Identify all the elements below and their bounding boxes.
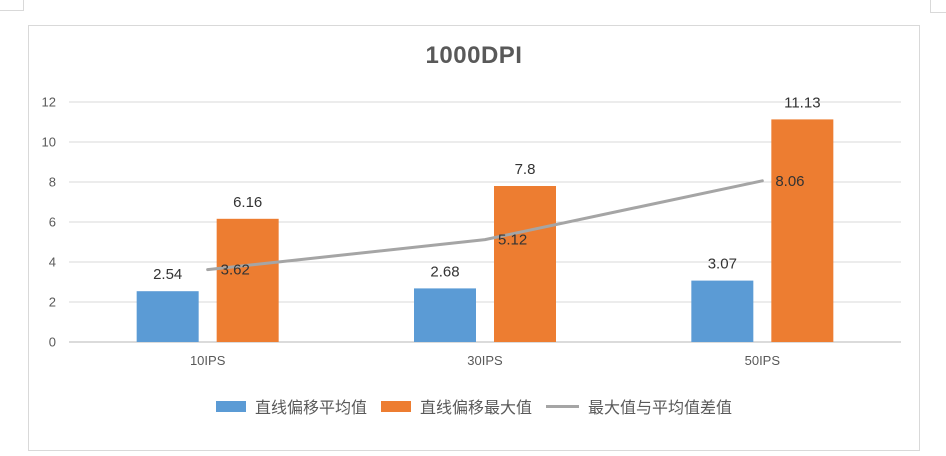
spreadsheet-gridline-fragment-top-right <box>930 0 946 13</box>
legend-item-max: 直线偏移最大值 <box>380 394 532 418</box>
legend-swatch-difference <box>546 404 579 408</box>
difference-line <box>206 179 764 272</box>
bar-data-label: 6.16 <box>233 194 262 211</box>
bar-data-label: 11.13 <box>784 94 820 111</box>
line-data-label: 3.62 <box>221 262 250 279</box>
legend-item-average: 直线偏移平均值 <box>215 394 367 418</box>
x-tick-label: 10IPS <box>190 353 226 368</box>
legend: 直线偏移平均值 直线偏移最大值 最大值与平均值差值 <box>29 394 919 418</box>
legend-swatch-average <box>215 400 246 412</box>
line-data-label: 5.12 <box>498 232 527 249</box>
y-tick-label: 0 <box>49 335 56 350</box>
legend-item-difference: 最大值与平均值差值 <box>546 394 732 418</box>
legend-label-difference: 最大值与平均值差值 <box>588 400 733 417</box>
bar-max-10IPS <box>216 218 279 342</box>
y-tick-label: 12 <box>42 95 56 110</box>
y-tick-label: 4 <box>49 255 56 270</box>
bar-max-30IPS <box>494 186 556 342</box>
legend-swatch-max <box>380 400 411 412</box>
x-tick-label: 30IPS <box>467 353 503 368</box>
chart-area[interactable]: 0 2 4 6 8 10 12 10IPS 30IPS 50IPS 2.54 2.68 3.07 6.16… <box>28 25 920 451</box>
y-tick-label: 10 <box>42 135 56 150</box>
legend-label-average: 直线偏移平均值 <box>254 400 367 417</box>
chart-title: 1000DPI <box>425 42 523 69</box>
bar-data-label: 2.68 <box>430 263 459 280</box>
bar-data-label: 7.8 <box>515 161 536 178</box>
bar-average-10IPS <box>136 291 199 342</box>
plot-area: 0 2 4 6 8 10 12 10IPS 30IPS 50IPS 2.54 2.68 3.07 6.16… <box>42 94 901 368</box>
x-tick-label: 50IPS <box>745 353 781 368</box>
bar-average-50IPS <box>691 280 754 342</box>
bar-average-30IPS <box>414 288 476 342</box>
bar-data-label: 2.54 <box>153 266 182 283</box>
y-tick-label: 2 <box>49 295 56 310</box>
y-tick-label: 6 <box>49 215 56 230</box>
legend-label-max: 直线偏移最大值 <box>419 400 532 417</box>
bar-data-label: 3.07 <box>708 256 737 273</box>
spreadsheet-gridline-fragment-top-left <box>0 0 24 11</box>
line-data-label: 8.06 <box>775 173 804 190</box>
y-tick-label: 8 <box>49 175 56 190</box>
bar-max-50IPS <box>771 119 834 343</box>
